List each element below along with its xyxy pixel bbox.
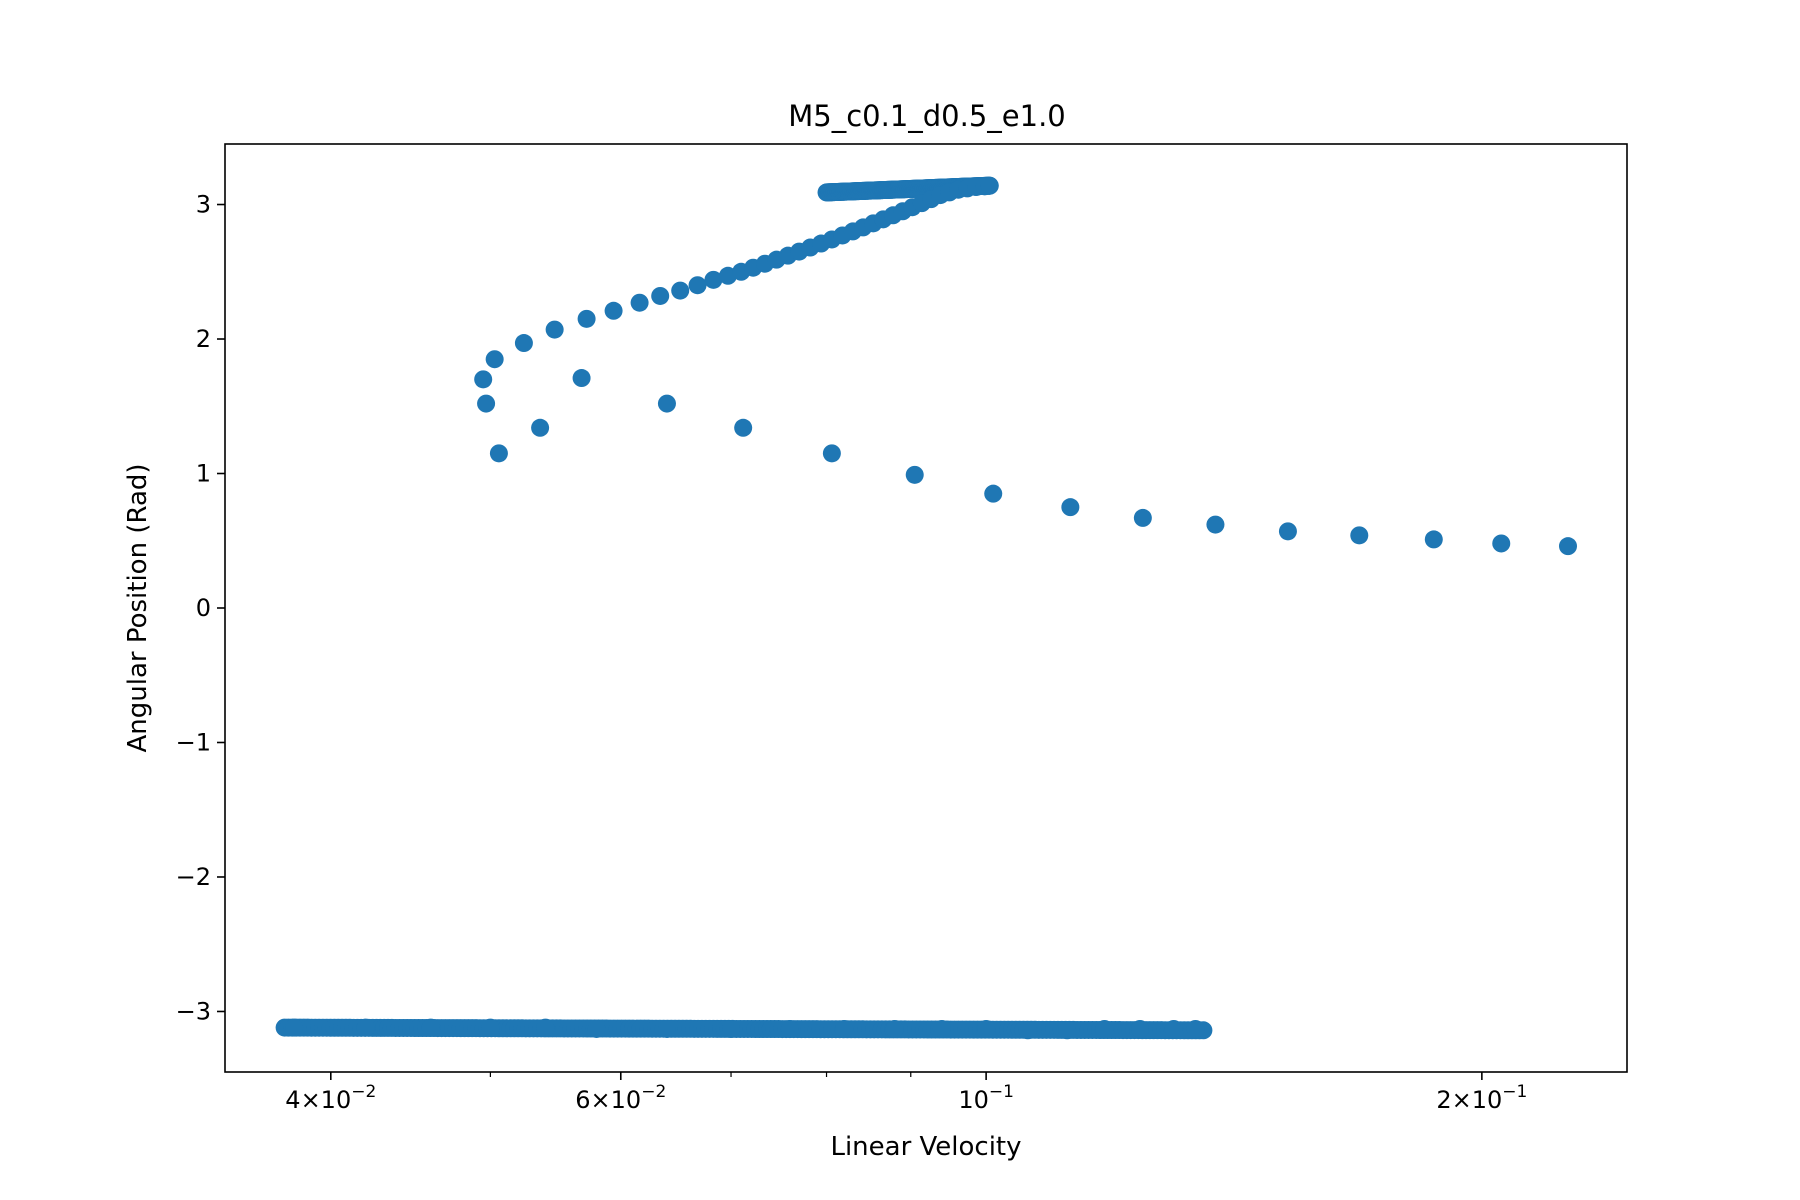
data-point (657, 394, 676, 413)
y-axis-label: Angular Position (Rad) (123, 463, 153, 752)
data-point (1061, 498, 1080, 517)
data-point (1186, 1019, 1205, 1038)
data-point (285, 1018, 304, 1037)
y-tick-label: 1 (196, 460, 211, 488)
data-point (577, 309, 596, 328)
data-point (657, 1019, 676, 1038)
x-tick-label: 2×10−1 (1436, 1082, 1527, 1114)
data-point (1278, 522, 1297, 541)
data-point (514, 334, 533, 353)
data-point (1164, 1019, 1183, 1038)
x-tick-label: 6×10−2 (575, 1082, 666, 1114)
x-tick-label: 10−1 (958, 1082, 1014, 1114)
data-point (630, 293, 649, 312)
data-point (1095, 1019, 1114, 1038)
y-tick-label: 2 (196, 325, 211, 353)
data-point (984, 484, 1003, 503)
data-point (1350, 526, 1369, 545)
data-point (1130, 1019, 1149, 1038)
data-point (1559, 537, 1577, 556)
data-point (651, 286, 670, 305)
y-axis-ticks: −3 −2 −1 0 1 2 3 (176, 191, 225, 1025)
data-point (477, 394, 496, 413)
x-tick-label: 4×10−2 (285, 1082, 376, 1114)
data-point (1492, 534, 1511, 553)
data-point (1133, 508, 1152, 527)
data-point (545, 320, 564, 339)
data-point (572, 369, 591, 388)
x-axis-ticks: 4×10−2 6×10−2 10−1 2×10−1 (285, 1072, 1527, 1114)
y-tick-label: −1 (176, 728, 211, 756)
data-point (1018, 1021, 1037, 1040)
data-point (1424, 530, 1443, 549)
data-point (1058, 1021, 1077, 1040)
data-point (885, 1019, 904, 1038)
data-point (780, 1019, 799, 1038)
data-point (474, 370, 493, 389)
data-point (485, 350, 504, 369)
y-tick-label: −2 (176, 863, 211, 891)
data-point (905, 465, 924, 484)
data-point (977, 1019, 996, 1038)
data-point (704, 270, 723, 289)
data-point (722, 1019, 741, 1038)
data-point (734, 418, 753, 437)
x-axis-label: Linear Velocity (830, 1132, 1021, 1162)
data-point (980, 176, 999, 195)
data-points (275, 176, 1577, 1040)
chart-title: M5_c0.1_d0.5_e1.0 (788, 99, 1066, 133)
data-point (671, 281, 690, 300)
data-point (536, 1018, 555, 1037)
data-point (835, 1019, 854, 1038)
data-point (822, 444, 841, 463)
data-point (356, 1018, 375, 1037)
y-tick-label: 0 (196, 594, 211, 622)
data-point (481, 1018, 500, 1037)
data-point (587, 1019, 606, 1038)
y-tick-label: 3 (196, 191, 211, 219)
data-point (604, 301, 623, 320)
data-point (421, 1018, 440, 1037)
data-point (531, 418, 550, 437)
data-point (932, 1019, 951, 1038)
plot-area-frame (224, 143, 1628, 1073)
data-point (1206, 515, 1225, 534)
data-point (489, 444, 508, 463)
y-tick-label: −3 (176, 997, 211, 1025)
data-point (688, 276, 707, 295)
